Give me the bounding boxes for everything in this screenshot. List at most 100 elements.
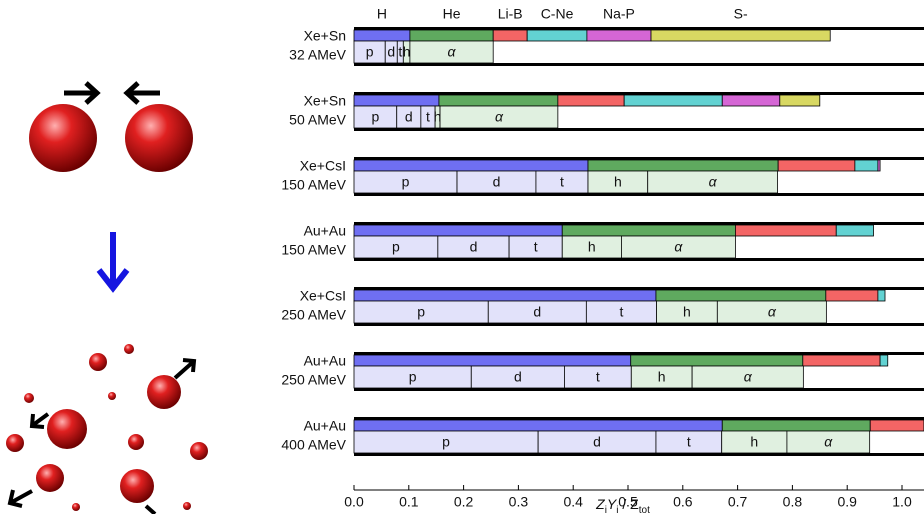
isotope-label: p <box>371 109 379 125</box>
group-segment <box>354 160 588 171</box>
group-segment <box>410 30 493 41</box>
x-tick-label: 0.7 <box>728 494 748 510</box>
x-axis-label: ZiYi / Ztot <box>595 496 650 514</box>
group-segment <box>527 30 587 41</box>
isotope-label: α <box>709 174 718 190</box>
isotope-label: t <box>426 109 430 125</box>
group-segment <box>587 30 651 41</box>
group-label: C-Ne <box>541 6 574 22</box>
row-label: Xe+Sn <box>304 28 346 44</box>
isotope-label: p <box>402 174 410 190</box>
row-label: 400 AMeV <box>281 437 346 453</box>
isotope-label: d <box>533 304 541 320</box>
group-segment <box>878 160 880 171</box>
row-label: Au+Au <box>304 223 346 239</box>
group-segment <box>855 160 878 171</box>
group-segment <box>439 95 558 106</box>
isotope-label: h <box>614 174 622 190</box>
group-segment <box>631 355 803 366</box>
group-segment <box>803 355 880 366</box>
isotope-label: p <box>417 304 425 320</box>
x-tick-label: 0.8 <box>783 494 803 510</box>
group-label: He <box>443 6 461 22</box>
x-tick-label: 0.4 <box>563 494 583 510</box>
isotope-label: p <box>409 369 417 385</box>
isotope-label: α <box>744 369 753 385</box>
isotope-label: h <box>403 44 411 60</box>
isotope-label: d <box>470 239 478 255</box>
x-tick-label: 0.3 <box>509 494 529 510</box>
isotope-label: h <box>750 434 758 450</box>
row-label: 150 AMeV <box>281 242 346 258</box>
isotope-label: d <box>387 44 395 60</box>
isotope-label: p <box>366 44 374 60</box>
group-segment <box>780 95 820 106</box>
group-segment <box>656 290 826 301</box>
group-segment <box>493 30 527 41</box>
illustration <box>6 83 208 514</box>
isotope-label: t <box>619 304 623 320</box>
x-tick-label: 0.9 <box>837 494 857 510</box>
x-tick-label: 0.6 <box>673 494 693 510</box>
group-segment <box>354 290 656 301</box>
group-segment <box>354 30 410 41</box>
isotope-label: t <box>534 239 538 255</box>
x-tick-label: 0.2 <box>454 494 474 510</box>
isotope-label: h <box>683 304 691 320</box>
isotope-label: p <box>442 434 450 450</box>
group-segment <box>870 420 924 431</box>
row-label: Xe+Sn <box>304 93 346 109</box>
group-label: S- <box>734 6 748 22</box>
group-label: H <box>377 6 387 22</box>
group-segment <box>722 95 780 106</box>
x-axis-label-part: / Z <box>619 496 640 512</box>
group-segment <box>880 355 888 366</box>
row-label: Xe+CsI <box>300 288 346 304</box>
isotope-label: α <box>674 239 683 255</box>
isotope-label: h <box>658 369 666 385</box>
group-segment <box>624 95 722 106</box>
row-label: 250 AMeV <box>281 307 346 323</box>
row-label: 150 AMeV <box>281 177 346 193</box>
group-segment <box>354 355 631 366</box>
row-label: Au+Au <box>304 418 346 434</box>
x-axis-label-part: tot <box>639 505 650 514</box>
group-segment <box>588 160 778 171</box>
x-tick-label: 0.1 <box>399 494 419 510</box>
group-segment <box>354 95 439 106</box>
isotope-label: d <box>493 174 501 190</box>
isotope-label: α <box>824 434 833 450</box>
group-segment <box>562 225 735 236</box>
figure: Xe+Sn32 AMeVHHeLi-BC-NeNa-PS-pdthαXe+Sn5… <box>0 0 924 514</box>
group-segment <box>826 290 878 301</box>
isotope-label: α <box>768 304 777 320</box>
row-label: 32 AMeV <box>289 47 346 63</box>
group-segment <box>558 95 624 106</box>
row-label: 250 AMeV <box>281 372 346 388</box>
x-tick-label: 1.0 <box>892 494 912 510</box>
group-segment <box>778 160 855 171</box>
group-segment <box>354 420 722 431</box>
isotope-label: d <box>514 369 522 385</box>
x-tick-label: 0.0 <box>344 494 364 510</box>
group-segment <box>722 420 870 431</box>
isotope-label: α <box>448 44 457 60</box>
row-label: Au+Au <box>304 353 346 369</box>
isotope-label: t <box>687 434 691 450</box>
row-label: 50 AMeV <box>289 112 346 128</box>
isotope-label: α <box>495 109 504 125</box>
isotope-label: h <box>588 239 596 255</box>
isotope-label: d <box>405 109 413 125</box>
isotope-label: t <box>560 174 564 190</box>
group-segment <box>878 290 885 301</box>
group-segment <box>735 225 836 236</box>
group-segment <box>836 225 873 236</box>
isotope-label: t <box>596 369 600 385</box>
group-segment <box>651 30 830 41</box>
x-axis-label-part: Z <box>595 496 605 512</box>
group-label: Li-B <box>498 6 523 22</box>
isotope-label: d <box>593 434 601 450</box>
isotope-label: p <box>392 239 400 255</box>
group-label: Na-P <box>603 6 635 22</box>
